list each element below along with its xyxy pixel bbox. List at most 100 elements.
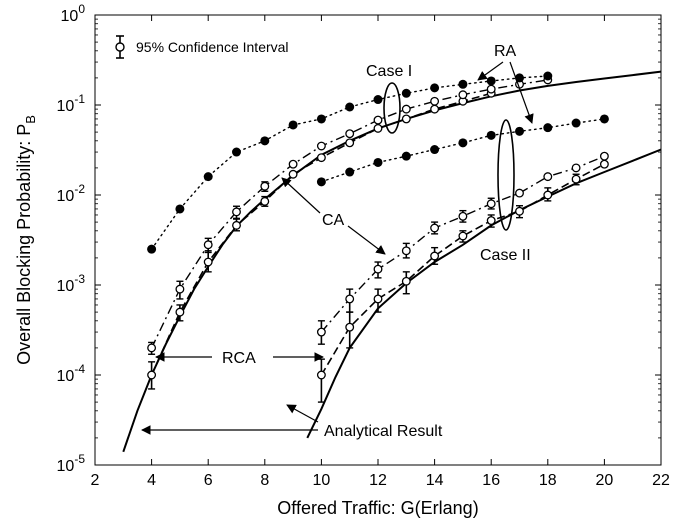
ca-arrow-1: [281, 177, 321, 214]
series-layer: [122, 70, 662, 453]
data-point-ra: [232, 147, 241, 157]
x-tick-label: 10: [313, 472, 331, 489]
data-point-ca: [486, 84, 496, 94]
annotation-case1: Case I: [366, 63, 412, 80]
analytical-arrow-2: [286, 404, 319, 423]
annotation-rca: RCA: [222, 350, 256, 367]
x-tick-label: 12: [369, 472, 387, 489]
ra-arrow-1: [477, 61, 504, 81]
data-point-ra: [316, 114, 326, 124]
data-point-ra: [515, 126, 524, 136]
data-point-rca: [175, 307, 185, 317]
data-point-ca: [401, 246, 411, 256]
data-point-rca: [486, 216, 496, 226]
data-point-ra: [543, 123, 553, 133]
data-point-rca: [373, 123, 383, 133]
data-point-ca: [543, 172, 553, 182]
data-point-ra: [401, 151, 411, 161]
data-point-rca: [203, 257, 213, 267]
data-point-rca: [430, 251, 440, 261]
data-point-ra: [345, 102, 355, 112]
data-point-ra: [345, 167, 355, 177]
data-point-ca: [458, 90, 468, 100]
data-point-ca: [571, 163, 581, 173]
legend: 95% Confidence Interval: [115, 35, 289, 59]
data-point-ca: [373, 115, 383, 125]
data-point-rca: [373, 294, 383, 304]
x-axis-label: Offered Traffic: G(Erlang): [277, 498, 478, 518]
data-point-rca: [316, 153, 326, 163]
data-point-ca: [316, 141, 326, 151]
data-point-rca: [147, 370, 157, 380]
y-axis-label-main: Overall Blocking Probability: P: [14, 124, 34, 365]
series-line-analytical: [306, 148, 662, 439]
y-tick-label: 10-4: [57, 362, 86, 385]
data-point-ra: [571, 118, 581, 128]
y-tick-label: 100: [61, 2, 86, 25]
y-tick-label: 10-3: [57, 272, 86, 295]
data-point-ca: [147, 343, 157, 353]
x-tick-label: 6: [204, 472, 213, 489]
data-point-ra: [401, 88, 411, 98]
data-point-ra: [486, 130, 496, 140]
case2-ellipse: [497, 119, 515, 231]
data-point-ra: [260, 136, 270, 146]
data-point-ra: [316, 177, 326, 187]
data-point-ca: [175, 284, 185, 294]
series-line-rca: [320, 163, 605, 376]
x-tick-label: 16: [482, 472, 500, 489]
data-point-rca: [515, 206, 524, 216]
data-point-ra: [147, 244, 157, 254]
series-line-ra: [150, 75, 549, 250]
ticks-layer: 2 4 6 8 10 12 14 16 18 20 22 10-5 10-4 10-3 10-2 10-1 10…: [57, 2, 670, 489]
data-point-ca: [486, 199, 496, 209]
data-point-ra: [373, 157, 383, 167]
annotation-ra: RA: [494, 43, 517, 60]
y-tick-label: 10-1: [57, 92, 86, 115]
x-tick-label: 4: [147, 472, 156, 489]
data-point-rca: [599, 159, 609, 169]
series-line-ra: [320, 118, 606, 183]
data-point-ca: [232, 207, 241, 217]
x-tick-label: 22: [652, 472, 670, 489]
data-point-ra: [430, 145, 440, 155]
data-point-rca: [401, 276, 411, 286]
data-point-ra: [458, 138, 468, 148]
data-point-ra: [543, 71, 553, 81]
data-point-ca: [288, 159, 298, 169]
data-point-ca: [345, 294, 355, 304]
annotation-analytical: Analytical Result: [324, 423, 443, 440]
data-point-ca: [515, 188, 524, 198]
annotation-ca: CA: [322, 212, 345, 229]
data-point-ra: [486, 76, 496, 86]
data-point-ra: [175, 204, 185, 214]
data-point-rca: [345, 138, 355, 148]
data-point-ca: [373, 264, 383, 274]
data-point-rca: [458, 231, 468, 241]
x-tick-label: 14: [426, 472, 444, 489]
ra-arrow-2: [509, 61, 534, 124]
case1-ellipse: [383, 82, 401, 134]
data-point-ca: [345, 129, 355, 139]
data-point-rca: [260, 196, 270, 206]
data-point-ca: [599, 151, 609, 161]
data-point-ca: [260, 181, 270, 191]
data-point-ca: [401, 104, 411, 114]
data-point-ra: [288, 120, 298, 130]
data-point-ra: [599, 114, 609, 124]
y-tick-label: 10-2: [57, 182, 86, 205]
data-point-ca: [203, 240, 213, 250]
data-point-rca: [430, 104, 440, 114]
data-point-ca: [316, 327, 326, 337]
ca-arrow-2: [347, 225, 386, 255]
data-point-rca: [543, 190, 553, 200]
data-point-ca: [430, 223, 440, 233]
data-point-ra: [458, 79, 468, 89]
x-tick-label: 2: [91, 472, 100, 489]
x-tick-label: 8: [260, 472, 269, 489]
data-point-ra: [430, 83, 440, 93]
x-tick-label: 18: [539, 472, 557, 489]
data-point-rca: [232, 220, 241, 230]
data-point-rca: [345, 322, 355, 332]
